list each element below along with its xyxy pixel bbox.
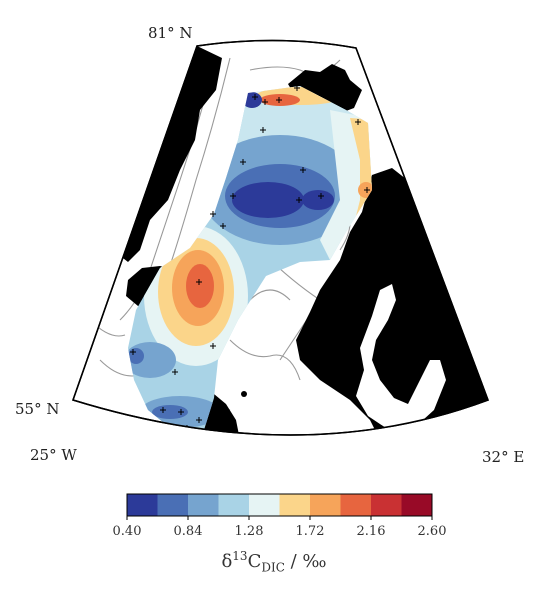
baltic-sea	[356, 284, 446, 432]
colorbar-tick-label: 2.60	[417, 524, 447, 539]
colorbar-swatch	[218, 494, 250, 516]
colorbar-tick-label: 1.72	[295, 524, 325, 539]
colorbar-tick-label: 0.84	[173, 524, 203, 539]
colorbar-swatch	[310, 494, 341, 516]
colorbar-tick-label: 2.16	[356, 524, 386, 539]
longitude-label-32e: 32° E	[482, 448, 525, 466]
colorbar	[126, 493, 433, 517]
colorbar-swatch	[127, 494, 158, 516]
colorbar-swatch	[340, 494, 372, 516]
station-markers	[130, 85, 370, 431]
colorbar-swatch	[279, 494, 311, 516]
latitude-label-55n: 55° N	[15, 400, 60, 418]
colorbar-border	[126, 493, 433, 517]
shetland-islands	[241, 391, 247, 397]
colorbar-title-sup: 13	[232, 549, 248, 563]
colorbar-title-c: C	[247, 551, 262, 572]
latitude-label-81n: 81° N	[148, 24, 193, 42]
colorbar-swatch	[188, 494, 219, 516]
colorbar-tick-label: 0.40	[112, 524, 142, 539]
colorbar-swatch	[401, 494, 433, 516]
colorbar-swatch	[249, 494, 280, 516]
colorbar-title-delta: δ	[221, 551, 233, 572]
colorbar-swatch	[371, 494, 402, 516]
colorbar-title-unit: / ‰	[284, 551, 327, 572]
colorbar-swatch	[157, 494, 189, 516]
longitude-label-25w: 25° W	[30, 446, 77, 464]
colorbar-tick-label: 1.28	[234, 524, 264, 539]
colorbar-tick-marks	[126, 516, 433, 520]
colorbar-title-sub: DIC	[261, 560, 285, 575]
colorbar-title: δ13CDIC / ‰	[0, 549, 548, 575]
